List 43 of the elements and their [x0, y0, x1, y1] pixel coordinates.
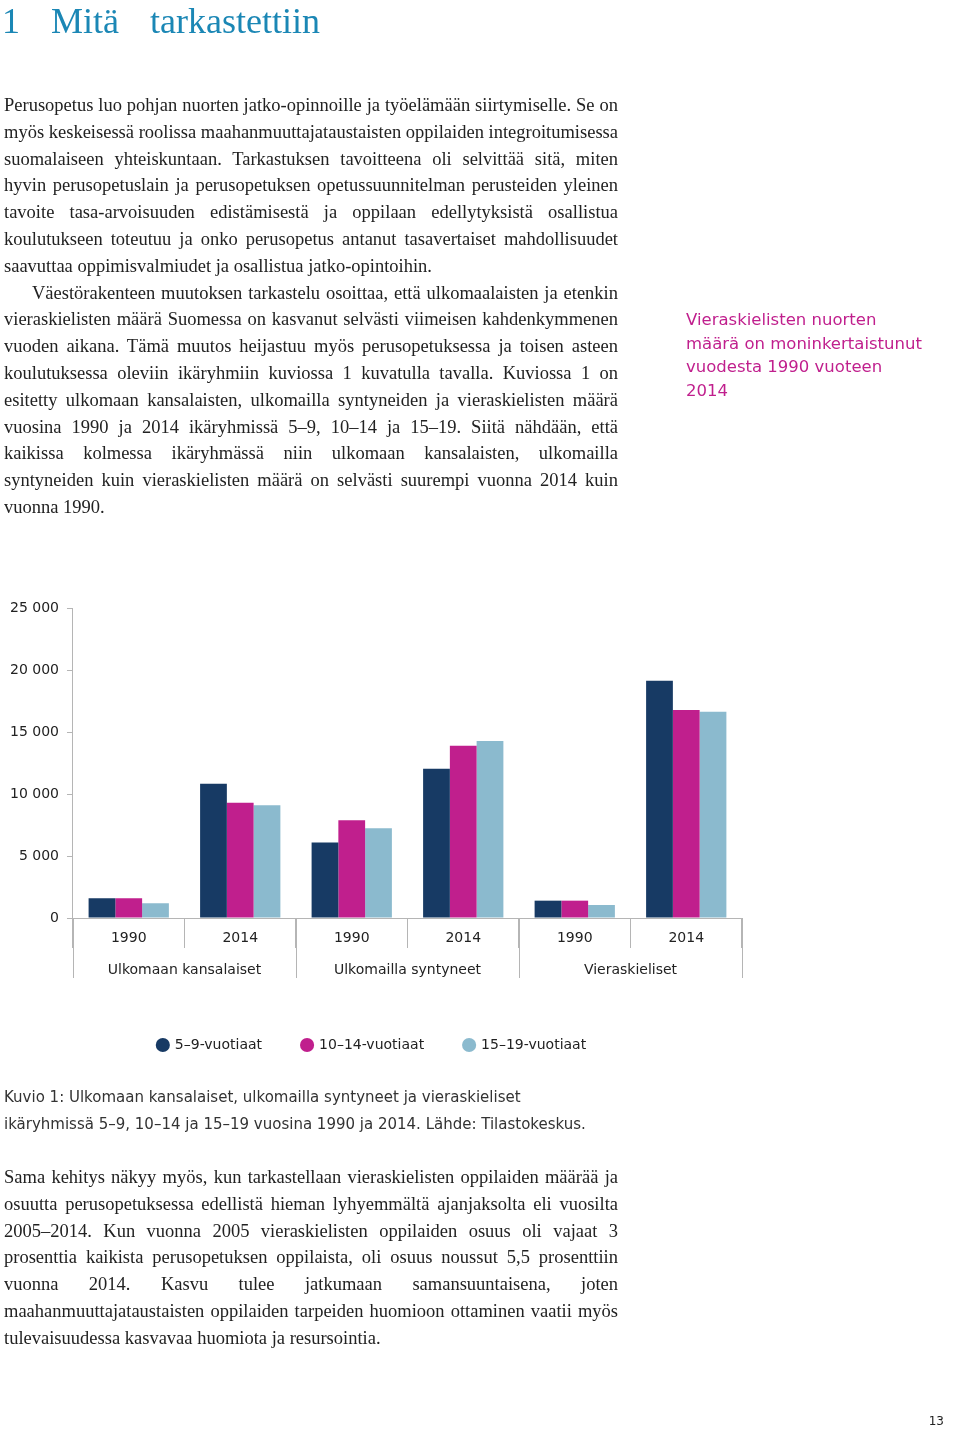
- y-tick-label: 0: [50, 908, 59, 925]
- legend-label: 10–14-vuotiaat: [319, 1035, 425, 1052]
- text: Kuvio 1: Ulkomaan kansalaiset, ulkomailla syntyneet ja vieraskieliset ikäryhmissä 5–9, 10–14 ja 15–19 vuosina 1990 ja 2014. Lähde: Tilastokeskus.: [4, 1087, 587, 1135]
- text: Ulkomailla syntyneet: [333, 960, 482, 977]
- text: Perusopetus luo pohjan nuorten jatko-opinnoille ja työelämään siirtymiselle. Se on myös keskeisessä roolissa maahanmuuttajataustaisten oppilaiden integroitumisessa suomalaiseen yhteiskuntaan. Tarkastuksen tavoitteena oli selvittää sitä, miten hyvin perusopetuslain ja perusopetuksen opetussuunnitelman perusteiden yleinen tavoite tasa-arvoisuuden edistämisestä ja oppilaan edellytyksistä osallistua koulutukseen toteutuu ja onko perusopetus antanut tasavertaiset mahdollisuudet saavuttaa oppimisvalmiudet ja osallistua jatko-opintoihin.: [4, 94, 618, 278]
- bar: [226, 802, 254, 918]
- text: Ulkomaan kansalaiset: [107, 960, 262, 977]
- bar: [534, 900, 562, 918]
- bar: [646, 680, 673, 918]
- x-tick-label: 1990: [333, 929, 370, 946]
- y-tick-label: 10 000: [9, 784, 59, 801]
- text: Sama kehitys näkyy myös, kun tarkastellaan vieraskielisten oppilaiden määrää ja osuutta perusopetuksessa edellistä hieman lyhyemmältä ajanjaksolta eli vuosilta 2005–2014. Kun vuonna 2005 vieraskielisten oppilaiden osuus oli vajaat 3 prosenttia kaikista perusopetuksen oppilaista, oli osuus noussut 5,5 prosenttiin vuonna 2014. Kasvu tulee jatkumaan samansuuntaisena, joten maahanmuuttajataustaisten oppilaiden tarpeiden huomioon ottaminen vaatii myös tulevaisuudessa kasvavaa huomiota ja resursointia.: [4, 1166, 618, 1350]
- legend-label: 5–9-vuotiaat: [174, 1035, 263, 1052]
- bar: [699, 711, 727, 918]
- y-tick-label: 20 000: [9, 660, 59, 677]
- x-tick-label: 2014: [445, 929, 482, 946]
- bar: [588, 905, 615, 918]
- bar: [115, 898, 143, 918]
- bar: [672, 709, 700, 918]
- x-tick-label: 1990: [110, 929, 147, 946]
- bar: [449, 745, 477, 918]
- bar: [561, 900, 589, 918]
- text: 13: [928, 1414, 944, 1428]
- y-tick-label: 25 000: [9, 599, 59, 616]
- bar: [311, 842, 339, 918]
- bar: [365, 828, 392, 918]
- x-tick-label: 1990: [556, 929, 593, 946]
- bar: [423, 768, 450, 918]
- bar: [200, 783, 227, 918]
- x-tick-label: 2014: [222, 929, 259, 946]
- text: Vieraskielisten nuorten määrä on moninkertaistunut vuodesta 1990 vuoteen 2014: [686, 309, 923, 402]
- bar: [476, 740, 504, 918]
- text: Väestörakenteen muutoksen tarkastelu osoittaa, että ulkomaalaisten ja etenkin vieraskielisten määrä Suomessa on kasvanut selvästi viimeisen kahdenkymmenen vuoden aikana. Tämä muutos heijastuu myös perusopetuksessa ja toisen asteen koulutuksessa oleviin ikäryhmiin kuviossa 1 kuvatulla tavalla. Kuviossa 1 on esitetty ulkomaan kansalaisten, ulkomailla syntyneiden ja vieraskielisten määrä vuosina 1990 ja 2014 ikäryhmissä 5–9, 10–14 ja 15–19. Siitä nähdään, että kaikissa kolmessa ikäryhmässä niin ulkomaan kansalaisten, ulkomailla syntyneiden kuin vieraskielisten määrä on selvästi suurempi vuonna 2014 kuin vuonna 1990.: [4, 282, 618, 517]
- legend-label: 15–19-vuotiaat: [481, 1035, 587, 1052]
- bar: [338, 820, 366, 918]
- chart-title: 1 Mitä tarkastettiin: [2, 0, 320, 42]
- x-tick-label: 2014: [668, 929, 705, 946]
- bar: [88, 898, 116, 918]
- text: Vieraskieliset: [583, 960, 678, 977]
- bar: [253, 805, 281, 918]
- bar: [142, 903, 169, 918]
- y-tick-label: 15 000: [9, 722, 59, 739]
- y-tick-label: 5 000: [18, 846, 59, 863]
